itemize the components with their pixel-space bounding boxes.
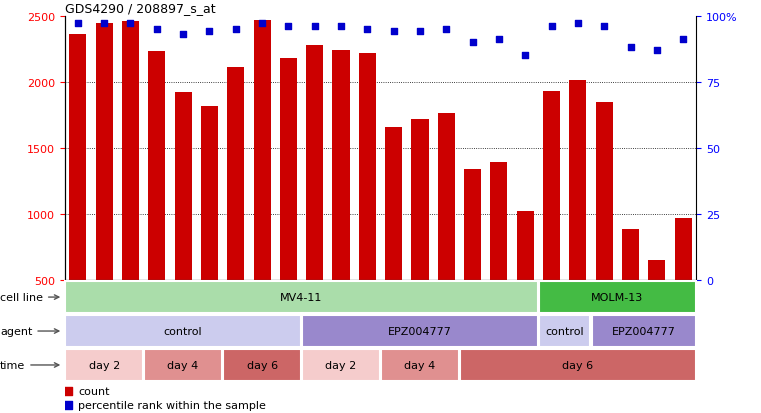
Point (440, 26, 452, 33)
Point (203, 29, 215, 36)
Point (98, 21, 110, 28)
Point (309, 24, 321, 31)
Bar (381, 349, 459, 381)
Bar (460, 349, 696, 381)
Text: agent: agent (0, 326, 59, 336)
Bar (438, 114, 455, 280)
Text: time: time (0, 360, 59, 370)
Bar (65, 349, 143, 381)
Point (387, 29, 400, 36)
Bar (280, 59, 297, 280)
Point (598, 24, 610, 31)
Point (124, 21, 136, 28)
Bar (490, 163, 508, 280)
Bar (648, 261, 665, 280)
Point (256, 21, 268, 28)
Point (651, 47, 663, 54)
Point (546, 24, 558, 31)
Point (361, 26, 374, 33)
Point (677, 37, 689, 44)
Bar (622, 229, 639, 280)
Bar (302, 349, 380, 381)
Bar (65, 282, 537, 313)
Text: day 6: day 6 (562, 360, 594, 370)
Bar (201, 106, 218, 280)
Bar (96, 24, 113, 280)
Text: EPZ004777: EPZ004777 (388, 326, 452, 336)
Point (335, 24, 347, 31)
Text: day 2: day 2 (326, 360, 357, 370)
Text: cell line: cell line (0, 292, 59, 302)
Point (282, 24, 295, 31)
Point (466, 40, 479, 46)
Bar (145, 349, 221, 381)
Point (519, 53, 531, 59)
Point (177, 32, 189, 38)
Bar (412, 119, 428, 280)
Text: GDS4290 / 208897_s_at: GDS4290 / 208897_s_at (65, 2, 215, 15)
Bar (148, 52, 165, 280)
Bar (302, 316, 537, 347)
Text: MOLM-13: MOLM-13 (591, 292, 644, 302)
Point (493, 37, 505, 44)
Bar (306, 45, 323, 280)
Bar (333, 51, 349, 280)
Bar (69, 35, 87, 280)
Bar (228, 68, 244, 280)
Text: day 6: day 6 (247, 360, 278, 370)
Bar (358, 53, 376, 280)
Bar (674, 218, 692, 280)
Point (72, 21, 84, 28)
Point (414, 29, 426, 36)
Text: count: count (78, 386, 110, 396)
Text: control: control (164, 326, 202, 336)
Point (625, 45, 637, 52)
Bar (592, 316, 696, 347)
Text: day 2: day 2 (88, 360, 119, 370)
Bar (596, 102, 613, 280)
Point (572, 21, 584, 28)
Point (230, 26, 242, 33)
Point (151, 26, 163, 33)
Bar (464, 170, 481, 280)
Point (62, 402, 75, 408)
Bar (65, 316, 301, 347)
Text: percentile rank within the sample: percentile rank within the sample (78, 400, 266, 410)
Text: MV4-11: MV4-11 (280, 292, 323, 302)
Text: EPZ004777: EPZ004777 (612, 326, 676, 336)
Text: control: control (546, 326, 584, 336)
Bar (385, 127, 403, 280)
Bar (540, 282, 696, 313)
Bar (224, 349, 301, 381)
Bar (253, 21, 271, 280)
Bar (543, 92, 560, 280)
Text: day 4: day 4 (167, 360, 199, 370)
Bar (174, 93, 192, 280)
Bar (517, 212, 533, 280)
Text: day 4: day 4 (404, 360, 435, 370)
Bar (569, 81, 587, 280)
Bar (540, 316, 591, 347)
Bar (122, 22, 139, 280)
Point (62, 387, 75, 394)
